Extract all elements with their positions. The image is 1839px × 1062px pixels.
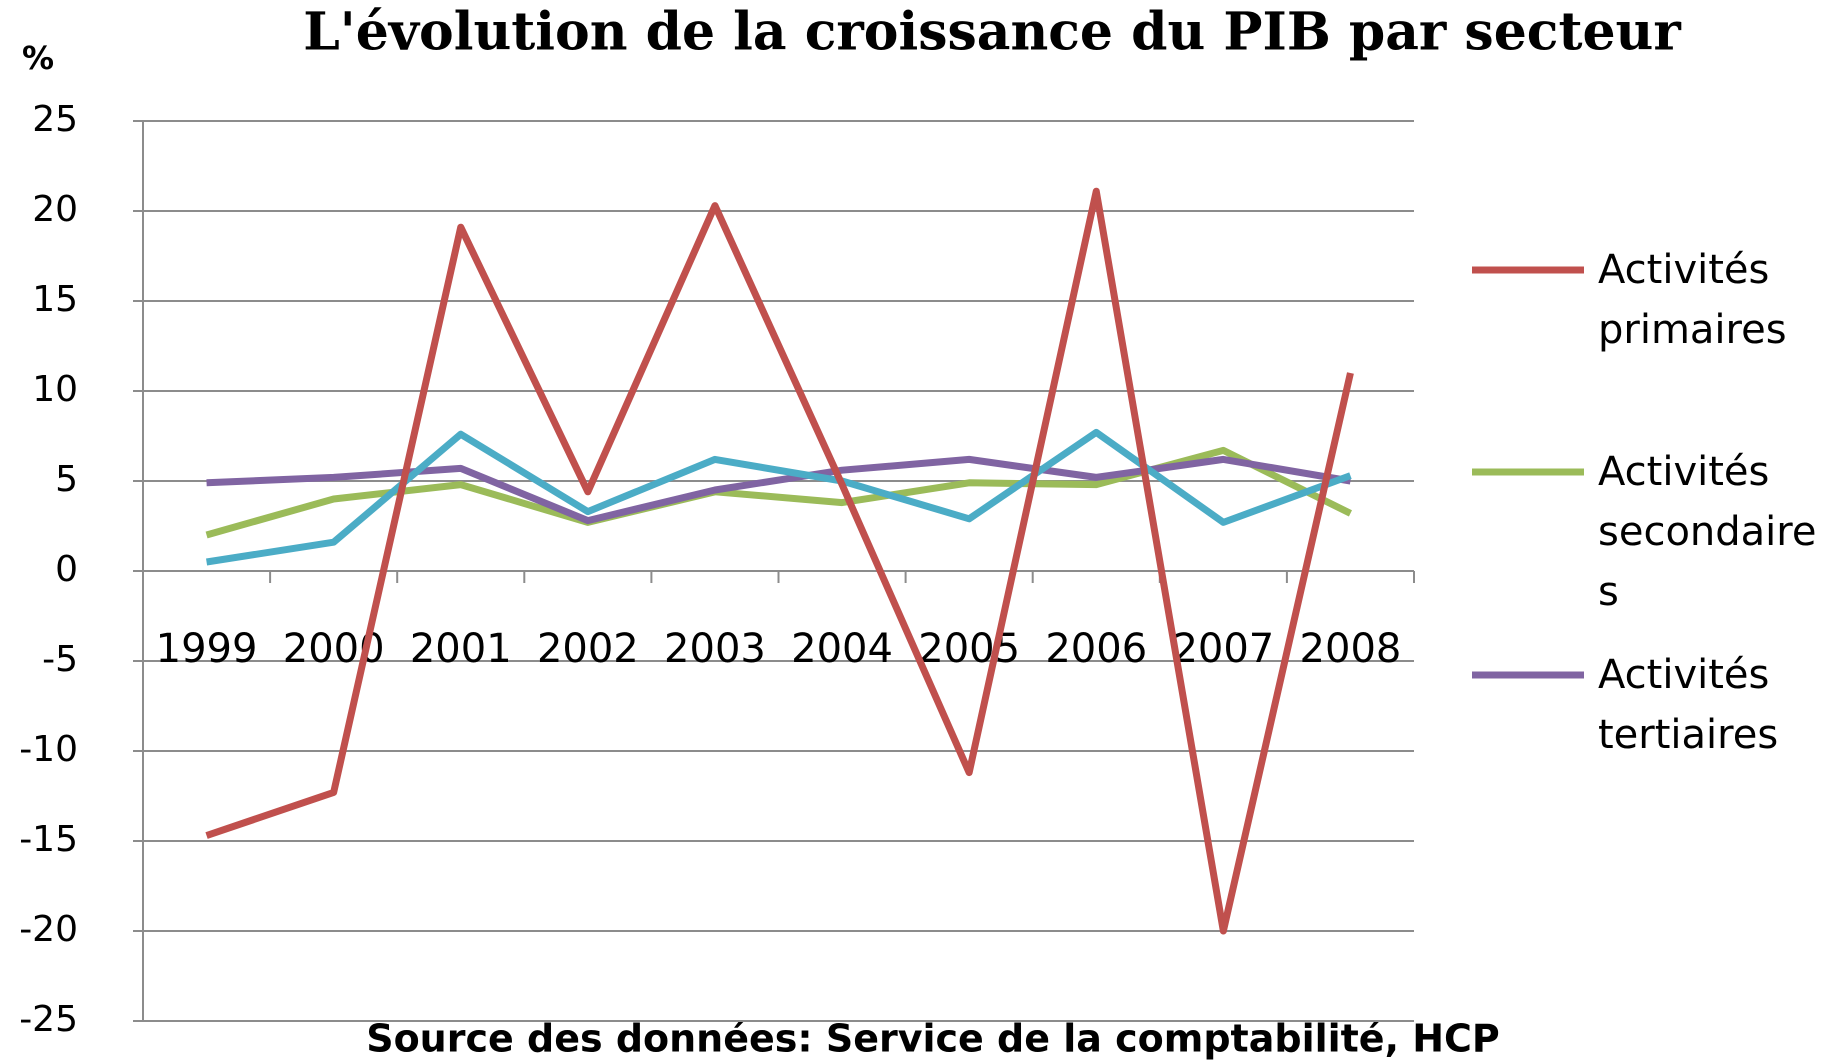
x-tick-label: 2008 — [1300, 626, 1402, 672]
y-tick-label: 25 — [32, 99, 78, 140]
y-tick-label: -15 — [19, 819, 78, 860]
legend-label: Activités tertiaires — [1598, 652, 1779, 758]
y-tick-label: 0 — [55, 549, 78, 590]
y-tick-label: -10 — [19, 729, 78, 770]
x-tick-label: 2003 — [664, 626, 766, 672]
y-tick-label: -25 — [19, 999, 78, 1040]
y-tick-label: -20 — [19, 909, 78, 950]
y-axis-label: % — [22, 39, 54, 77]
y-tick-label: 20 — [32, 189, 78, 230]
x-tick-label: 1999 — [156, 626, 258, 672]
legend-label: Activités secondaires — [1598, 449, 1817, 615]
chart-title: L'évolution de la croissance du PIB par … — [303, 2, 1681, 63]
x-tick-label: 2006 — [1045, 626, 1147, 672]
y-tick-label: -5 — [42, 639, 78, 680]
y-tick-label: 5 — [55, 459, 78, 500]
x-tick-label: 2005 — [918, 626, 1020, 672]
y-tick-label: 15 — [32, 279, 78, 320]
x-tick-label: 2001 — [410, 626, 512, 672]
y-tick-label: 10 — [32, 369, 78, 410]
x-tick-label: 2002 — [537, 626, 639, 672]
series-line — [206, 455, 1352, 525]
source-note: Source des données: Service de la compta… — [366, 1017, 1500, 1061]
legend-label: Activités primaires — [1598, 247, 1787, 353]
series-line — [206, 428, 1352, 566]
x-tick-label: 2004 — [791, 626, 893, 672]
x-tick-label: 2007 — [1172, 626, 1274, 672]
series-line — [205, 187, 1354, 935]
